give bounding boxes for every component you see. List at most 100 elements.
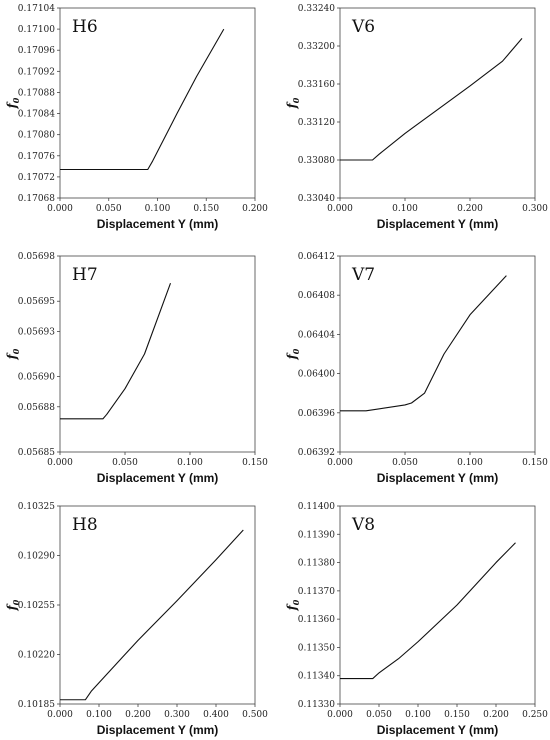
y-tick-label: 0.33080 [298, 156, 335, 166]
y-tick-label: 0.11350 [298, 643, 335, 653]
y-tick-label: 0.17072 [18, 173, 55, 183]
y-tick-label: 0.17096 [18, 46, 55, 56]
x-axis-label: Displacement Y (mm) [97, 471, 219, 485]
x-tick-label: 0.300 [522, 204, 548, 214]
chart-panel-h6: 0.17068 0.17072 0.17076 0.17080 0.17084 0.170… [5, 4, 268, 231]
y-tick-label: 0.17084 [18, 110, 55, 120]
y-tick-label: 0.05698 [18, 252, 55, 262]
panel-label: H6 [72, 17, 98, 37]
x-axis-label: Displacement Y (mm) [377, 217, 499, 231]
x-tick-label: 0.150 [522, 458, 548, 468]
y-axis-label: f0 [285, 97, 301, 109]
chart-panel-v6: 0.33040 0.33080 0.33120 0.33160 0.33200 0.332… [285, 4, 548, 231]
y-tick-label: 0.17092 [18, 67, 55, 77]
y-tick-label: 0.11340 [298, 672, 335, 682]
x-tick-label: 0.000 [47, 204, 73, 214]
x-axis-label: Displacement Y (mm) [377, 723, 499, 737]
x-tick-label: 0.050 [366, 710, 392, 720]
x-tick-label: 0.100 [392, 204, 418, 214]
x-tick-label: 0.050 [112, 458, 138, 468]
y-tick-label: 0.06400 [298, 370, 335, 380]
panel-label: H7 [72, 265, 98, 285]
series-line [60, 28, 225, 171]
x-tick-label: 0.250 [522, 710, 548, 720]
y-tick-label: 0.17076 [18, 152, 55, 162]
series-line [60, 282, 172, 420]
panel-label: V8 [351, 515, 375, 535]
x-tick-label: 0.200 [242, 204, 268, 214]
panel-label: V6 [351, 17, 375, 37]
chart-panel-v8: 0.11330 0.11340 0.11350 0.11360 0.11370 0.113… [285, 502, 548, 737]
plot-frame [59, 505, 256, 705]
y-axis-label: f0 [285, 348, 301, 360]
series-line [340, 275, 507, 412]
y-tick-label: 0.06408 [298, 291, 335, 301]
y-tick-label: 0.17088 [18, 88, 55, 98]
y-tick-label: 0.11370 [298, 587, 335, 597]
y-tick-label: 0.05693 [18, 327, 55, 337]
plot-frame [59, 255, 256, 453]
y-tick-label: 0.10255 [18, 601, 55, 611]
chart-panel-v7: 0.06392 0.06396 0.06400 0.06404 0.06408 0.064… [285, 252, 548, 485]
x-tick-label: 0.000 [327, 458, 353, 468]
y-tick-label: 0.11390 [298, 530, 335, 540]
x-tick-label: 0.000 [327, 204, 353, 214]
y-tick-label: 0.17100 [18, 25, 55, 35]
x-tick-label: 0.200 [457, 204, 483, 214]
y-tick-label: 0.11400 [298, 502, 335, 512]
y-tick-label: 0.33120 [298, 118, 335, 128]
series-line [340, 542, 516, 680]
y-tick-label: 0.06412 [298, 252, 335, 262]
x-tick-label: 0.050 [96, 204, 122, 214]
x-tick-label: 0.200 [125, 710, 151, 720]
y-tick-label: 0.33240 [298, 4, 335, 14]
x-tick-label: 0.000 [327, 710, 353, 720]
chart-panel-h8: 0.10185 0.10220 0.10255 0.10290 0.10325 0.000… [5, 502, 268, 737]
x-tick-label: 0.100 [405, 710, 431, 720]
y-tick-label: 0.10185 [18, 700, 55, 710]
x-axis-label: Displacement Y (mm) [97, 217, 219, 231]
y-axis-label: f0 [5, 599, 21, 611]
y-tick-label: 0.10290 [18, 552, 55, 562]
x-tick-label: 0.400 [203, 710, 229, 720]
x-tick-label: 0.000 [47, 458, 73, 468]
x-tick-label: 0.150 [444, 710, 470, 720]
series-line [60, 529, 244, 701]
chart-panel-h7: 0.05685 0.05688 0.05690 0.05693 0.05695 0.056… [5, 252, 268, 485]
y-tick-label: 0.05685 [18, 448, 55, 458]
x-tick-label: 0.500 [242, 710, 268, 720]
y-tick-label: 0.06396 [298, 409, 335, 419]
y-tick-label: 0.11380 [298, 559, 335, 569]
y-tick-label: 0.05690 [18, 373, 55, 383]
y-tick-label: 0.05695 [18, 297, 55, 307]
y-tick-label: 0.06392 [298, 448, 335, 458]
y-tick-label: 0.10325 [18, 502, 55, 512]
y-tick-label: 0.10220 [18, 651, 55, 661]
y-tick-label: 0.17080 [18, 131, 55, 141]
panel-label: H8 [72, 515, 98, 535]
panel-label: V7 [351, 265, 375, 285]
x-tick-label: 0.200 [483, 710, 509, 720]
y-tick-label: 0.06404 [298, 330, 335, 340]
plot-frame [339, 7, 536, 199]
x-tick-label: 0.100 [86, 710, 112, 720]
y-axis-label: f0 [285, 599, 301, 611]
y-tick-label: 0.05688 [18, 403, 55, 413]
y-tick-label: 0.33160 [298, 80, 335, 90]
y-axis-label: f0 [5, 97, 21, 109]
y-tick-label: 0.17068 [18, 194, 55, 204]
x-tick-label: 0.000 [47, 710, 73, 720]
y-tick-label: 0.33040 [298, 194, 335, 204]
x-tick-label: 0.100 [177, 458, 203, 468]
plot-frame [339, 505, 536, 705]
x-tick-label: 0.100 [145, 204, 171, 214]
y-tick-label: 0.17104 [18, 4, 55, 14]
plot-frame [339, 255, 536, 453]
x-tick-label: 0.300 [164, 710, 190, 720]
y-axis-label: f0 [5, 348, 21, 360]
y-tick-label: 0.11330 [298, 700, 335, 710]
y-tick-label: 0.11360 [298, 615, 335, 625]
series-line [340, 38, 523, 161]
x-axis-label: Displacement Y (mm) [377, 471, 499, 485]
